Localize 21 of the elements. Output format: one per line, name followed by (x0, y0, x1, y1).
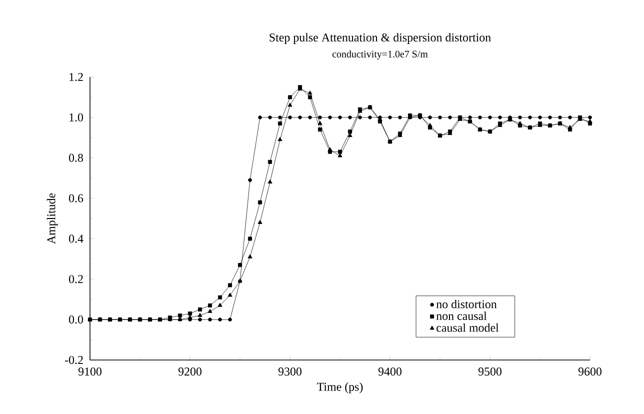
y-tick-label: 0.2 (68, 275, 83, 284)
x-tick-label: 9400 (378, 368, 402, 376)
x-tick-label: 9300 (278, 368, 302, 376)
y-axis-title: Amplitude (46, 193, 58, 244)
y-tick-label: -0.2 (64, 356, 83, 364)
chart-subtitle: conductivity=1.0e7 S/m (332, 50, 428, 60)
y-tick-label: 0.0 (68, 316, 84, 324)
y-tick-label: 1.0 (70, 113, 84, 122)
legend-label: no distortion (436, 300, 497, 308)
x-tick-label: 9200 (178, 368, 202, 376)
x-tick-label: 9100 (78, 368, 102, 376)
y-tick-label: 1.2 (70, 72, 83, 82)
y-tick-label: 0.8 (68, 154, 84, 162)
y-tick-label: 0.4 (68, 234, 84, 243)
legend-label: causal model (436, 323, 499, 332)
y-tick-label: 0.6 (68, 194, 84, 202)
legend-label: non causal (436, 312, 487, 320)
x-axis-title: Time (ps) (317, 382, 363, 394)
chart-title: Step pulse Attenuation & dispersion distortion (270, 33, 491, 44)
x-tick-label: 9500 (478, 368, 502, 376)
x-tick-label: 9600 (578, 368, 602, 376)
